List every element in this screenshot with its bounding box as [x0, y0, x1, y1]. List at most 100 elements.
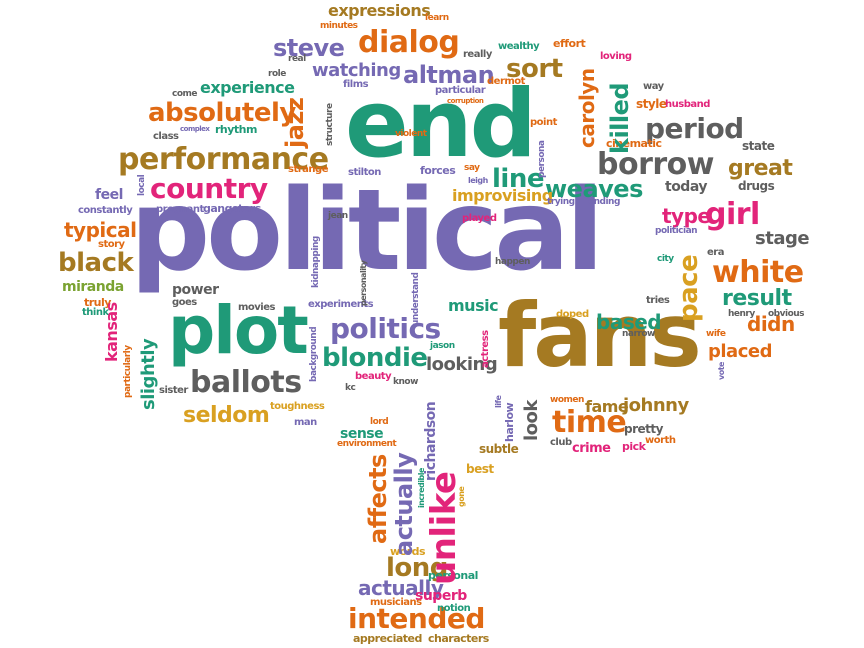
word-altman: altman	[403, 61, 495, 89]
word-jason: jason	[430, 341, 455, 351]
word-goes: goes	[172, 297, 197, 308]
word-style: style	[636, 97, 667, 111]
word-carolyn: carolyn	[575, 68, 599, 148]
word-toughness: toughness	[270, 401, 325, 412]
word-particular: particular	[435, 85, 486, 96]
word-pregnant: pregnant	[156, 204, 204, 215]
word-narrow: narrow	[622, 329, 655, 339]
word-era: era	[707, 247, 724, 258]
word-absolutely: absolutely	[148, 98, 296, 128]
word-fame: fame	[585, 397, 629, 416]
word-looking: looking	[426, 354, 498, 375]
word-loving: loving	[600, 51, 632, 62]
word-sense: sense	[340, 426, 384, 442]
word-wife: wife	[706, 329, 726, 339]
word-gone: gone	[457, 486, 466, 507]
word-doped: doped	[556, 309, 589, 320]
word-political: political	[130, 166, 604, 296]
word-truly: truly	[84, 296, 111, 309]
word-girl: girl	[705, 197, 760, 232]
word-know: know	[393, 377, 418, 387]
word-kansas: kansas	[102, 302, 121, 362]
word-pick: pick	[622, 440, 646, 453]
word-gangsters: gangsters	[203, 202, 261, 215]
word-based: based	[596, 310, 662, 334]
word-richardson: richardson	[423, 401, 439, 481]
word-steve: steve	[273, 34, 345, 62]
word-blondie: blondie	[322, 343, 428, 373]
word-killed: killed	[606, 82, 634, 154]
word-role: role	[268, 69, 286, 79]
word-black: black	[58, 248, 134, 278]
word-actress: actress	[480, 330, 491, 368]
word-placed: placed	[708, 341, 772, 362]
word-incredible: incredible	[417, 468, 426, 508]
word-sort: sort	[506, 54, 563, 84]
word-personal: personal	[428, 569, 478, 582]
word-look: look	[521, 400, 542, 441]
word-unlike: unlike	[424, 471, 464, 585]
word-kc: kc	[345, 383, 356, 393]
word-result: result	[722, 286, 792, 311]
word-way: way	[643, 81, 664, 92]
word-effort: effort	[553, 37, 586, 50]
word-harlow: harlow	[503, 402, 516, 442]
word-personality: personality	[359, 260, 368, 306]
word-slightly: slightly	[138, 338, 159, 410]
word-turn: actually	[358, 576, 444, 600]
word-rhythm: rhythm	[215, 123, 257, 136]
word-affects: affects	[364, 454, 392, 544]
word-weaves: weaves	[545, 175, 643, 203]
word-worth: worth	[645, 435, 676, 446]
word-complex: complex	[180, 125, 210, 133]
word-feel: feel	[95, 187, 123, 203]
word-persona: persona	[537, 140, 547, 178]
word-watching: watching	[312, 60, 401, 81]
word-local: local	[137, 174, 147, 196]
word-white: white	[712, 255, 804, 290]
word-performance: performance	[118, 142, 329, 177]
word-line: line	[492, 164, 544, 194]
word-improvising: improvising	[452, 186, 553, 205]
word-experiments: experiments	[308, 299, 374, 310]
word-actually: actually	[390, 452, 418, 556]
word-films: films	[343, 79, 369, 90]
word-stilton: stilton	[348, 167, 381, 178]
word-background: background	[309, 326, 319, 382]
word-leigh: leigh	[468, 176, 488, 185]
word-strange: strange	[288, 164, 328, 175]
word-appreciated: appreciated	[353, 632, 422, 645]
word-story: story	[98, 239, 125, 250]
word-ending: ending	[588, 197, 620, 207]
word-characters: characters	[428, 632, 489, 645]
word-sister: sister	[159, 385, 188, 396]
word-beauty: beauty	[355, 371, 392, 382]
word-stage: stage	[755, 228, 810, 249]
word-corruption: corruption	[447, 97, 484, 105]
word-miranda: miranda	[62, 279, 124, 295]
word-notion: notion	[437, 603, 471, 614]
word-johnny: johnny	[623, 395, 689, 416]
word-club: club	[550, 437, 572, 448]
word-type: type	[662, 204, 711, 228]
word-real: real	[288, 54, 306, 64]
word-power: power	[172, 282, 219, 298]
word-women: women	[550, 395, 584, 405]
word-played: played	[462, 213, 497, 224]
word-learn: learn	[425, 13, 449, 23]
word-crime: crime	[572, 441, 611, 456]
word-period: period	[645, 112, 744, 145]
word-particularly: particularly	[123, 345, 133, 398]
word-jazz: jazz	[281, 97, 309, 148]
word-trying: trying	[547, 197, 575, 207]
word-today: today	[665, 179, 707, 195]
word-state: state	[742, 139, 775, 153]
word-vote: vote	[717, 362, 726, 380]
word-husband: husband	[665, 99, 710, 110]
word-drugs: drugs	[738, 179, 775, 193]
word-city: city	[657, 254, 674, 264]
word-borrow: borrow	[597, 147, 715, 182]
word-happen: happen	[495, 257, 530, 267]
word-great: great	[728, 156, 793, 181]
word-country: country	[150, 172, 268, 205]
